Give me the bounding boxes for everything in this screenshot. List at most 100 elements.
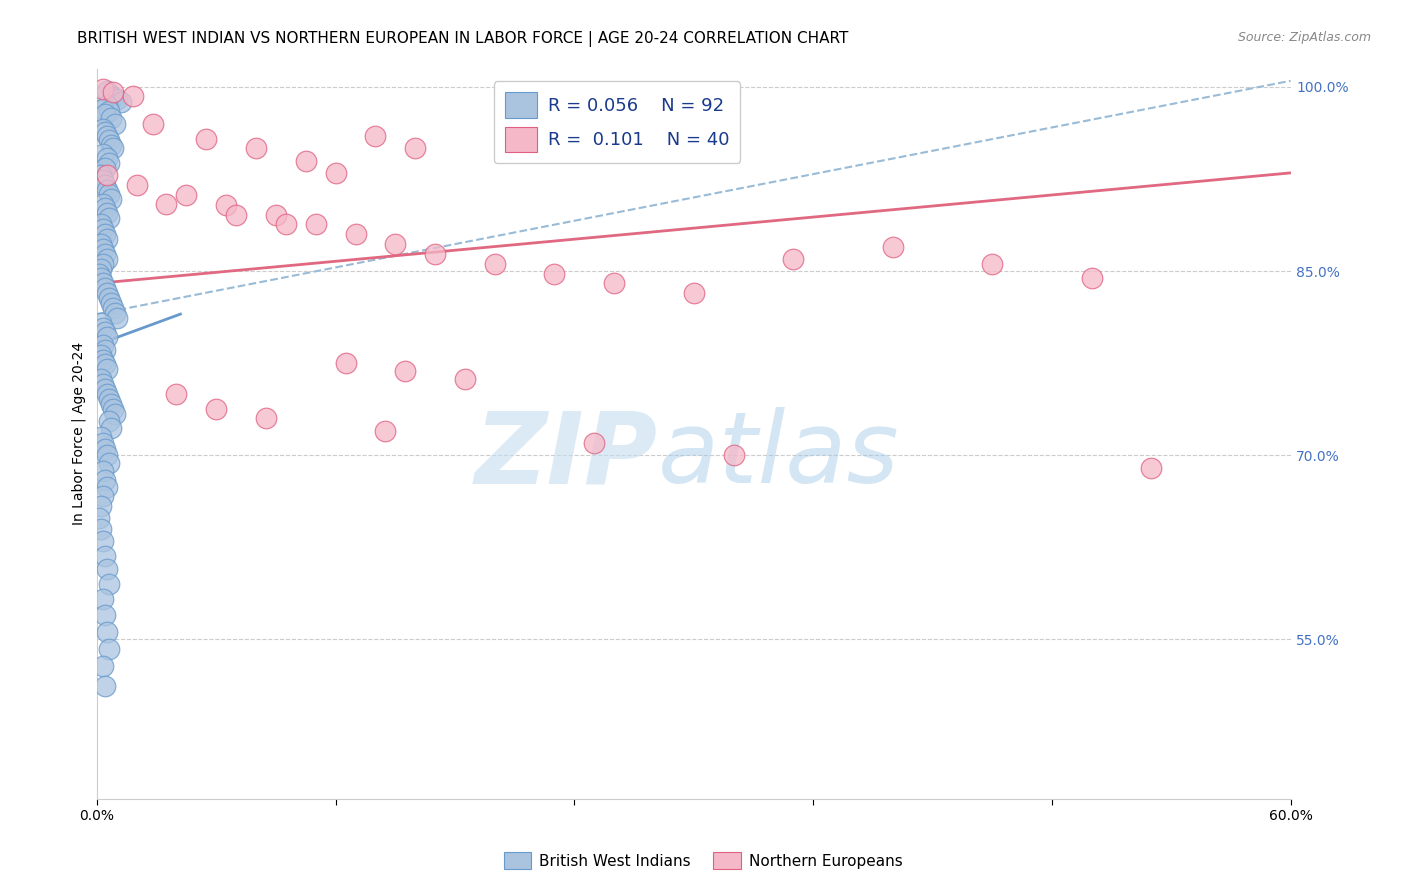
Point (97, 577, 120, 591)
Point (90, 218, 112, 232)
Point (335, 356, 357, 370)
Legend: British West Indians, Northern Europeans: British West Indians, Northern Europeans (498, 846, 908, 875)
Point (155, 196, 177, 211)
Point (101, 141, 124, 155)
Point (91, 377, 114, 392)
Point (97, 642, 120, 657)
Point (96, 98, 118, 112)
Point (305, 218, 328, 232)
Point (94, 326, 117, 340)
Y-axis label: In Labor Force | Age 20-24: In Labor Force | Age 20-24 (72, 343, 86, 525)
Point (90, 499, 112, 513)
Point (101, 301, 124, 315)
Point (94, 473, 117, 487)
Point (94, 227, 117, 242)
Point (94, 125, 117, 139)
Point (91, 196, 114, 211)
Point (96, 252, 118, 266)
Point (97, 392, 120, 406)
Point (195, 131, 218, 145)
Point (91, 338, 114, 352)
Point (96, 362, 118, 376)
Text: Source: ZipAtlas.com: Source: ZipAtlas.com (1237, 31, 1371, 45)
Point (121, 88, 143, 103)
Point (264, 208, 287, 222)
Point (142, 117, 165, 131)
Point (94, 343, 117, 357)
Point (104, 117, 127, 131)
Point (543, 267, 565, 281)
Point (94, 202, 117, 216)
Point (91, 121, 114, 136)
Point (96, 330, 118, 344)
Point (94, 549, 117, 563)
Point (94, 281, 117, 295)
Point (96, 151, 118, 165)
Point (94, 161, 117, 175)
Point (87, 267, 110, 281)
Point (97, 291, 120, 305)
Point (96, 562, 118, 576)
Point (374, 424, 396, 438)
Point (325, 166, 347, 180)
Point (91, 242, 114, 256)
Point (96, 129, 118, 144)
Point (254, 411, 277, 425)
Point (97, 456, 120, 470)
Point (104, 407, 127, 421)
Point (91, 464, 114, 478)
Point (96, 448, 118, 462)
Point (344, 227, 367, 242)
Point (104, 306, 127, 320)
Point (96, 480, 118, 494)
Point (94, 607, 117, 622)
Point (96, 387, 118, 401)
Point (97, 186, 120, 201)
Point (91, 591, 114, 606)
Point (90, 237, 112, 252)
Point (110, 95, 132, 109)
Point (91, 147, 114, 161)
Point (981, 257, 1004, 271)
Point (96, 183, 118, 197)
Point (91, 82, 114, 96)
Point (90, 261, 112, 276)
Point (384, 237, 406, 252)
Point (94, 358, 117, 372)
Text: ZIP: ZIP (475, 408, 658, 504)
Point (91, 173, 114, 187)
Point (96, 206, 118, 220)
Point (404, 141, 426, 155)
Point (96, 286, 118, 301)
Point (364, 129, 387, 144)
Point (97, 211, 120, 226)
Point (96, 232, 118, 246)
Point (583, 436, 606, 450)
Point (782, 252, 804, 266)
Point (1080, 271, 1102, 285)
Point (100, 296, 122, 310)
Point (91, 489, 114, 503)
Point (423, 247, 446, 261)
Point (1140, 460, 1163, 475)
Point (90, 372, 112, 386)
Point (97, 156, 120, 170)
Point (682, 286, 704, 301)
Point (100, 397, 122, 411)
Point (394, 363, 416, 377)
Point (96, 84, 118, 98)
Point (94, 178, 117, 193)
Point (105, 92, 128, 106)
Point (125, 178, 148, 193)
Point (882, 239, 904, 253)
Point (91, 102, 114, 116)
Point (91, 277, 114, 291)
Point (90, 348, 112, 362)
Point (91, 257, 114, 271)
Point (90, 522, 112, 536)
Point (91, 222, 114, 236)
Point (176, 188, 198, 202)
Point (91, 436, 114, 450)
Point (94, 247, 117, 261)
Point (225, 208, 247, 222)
